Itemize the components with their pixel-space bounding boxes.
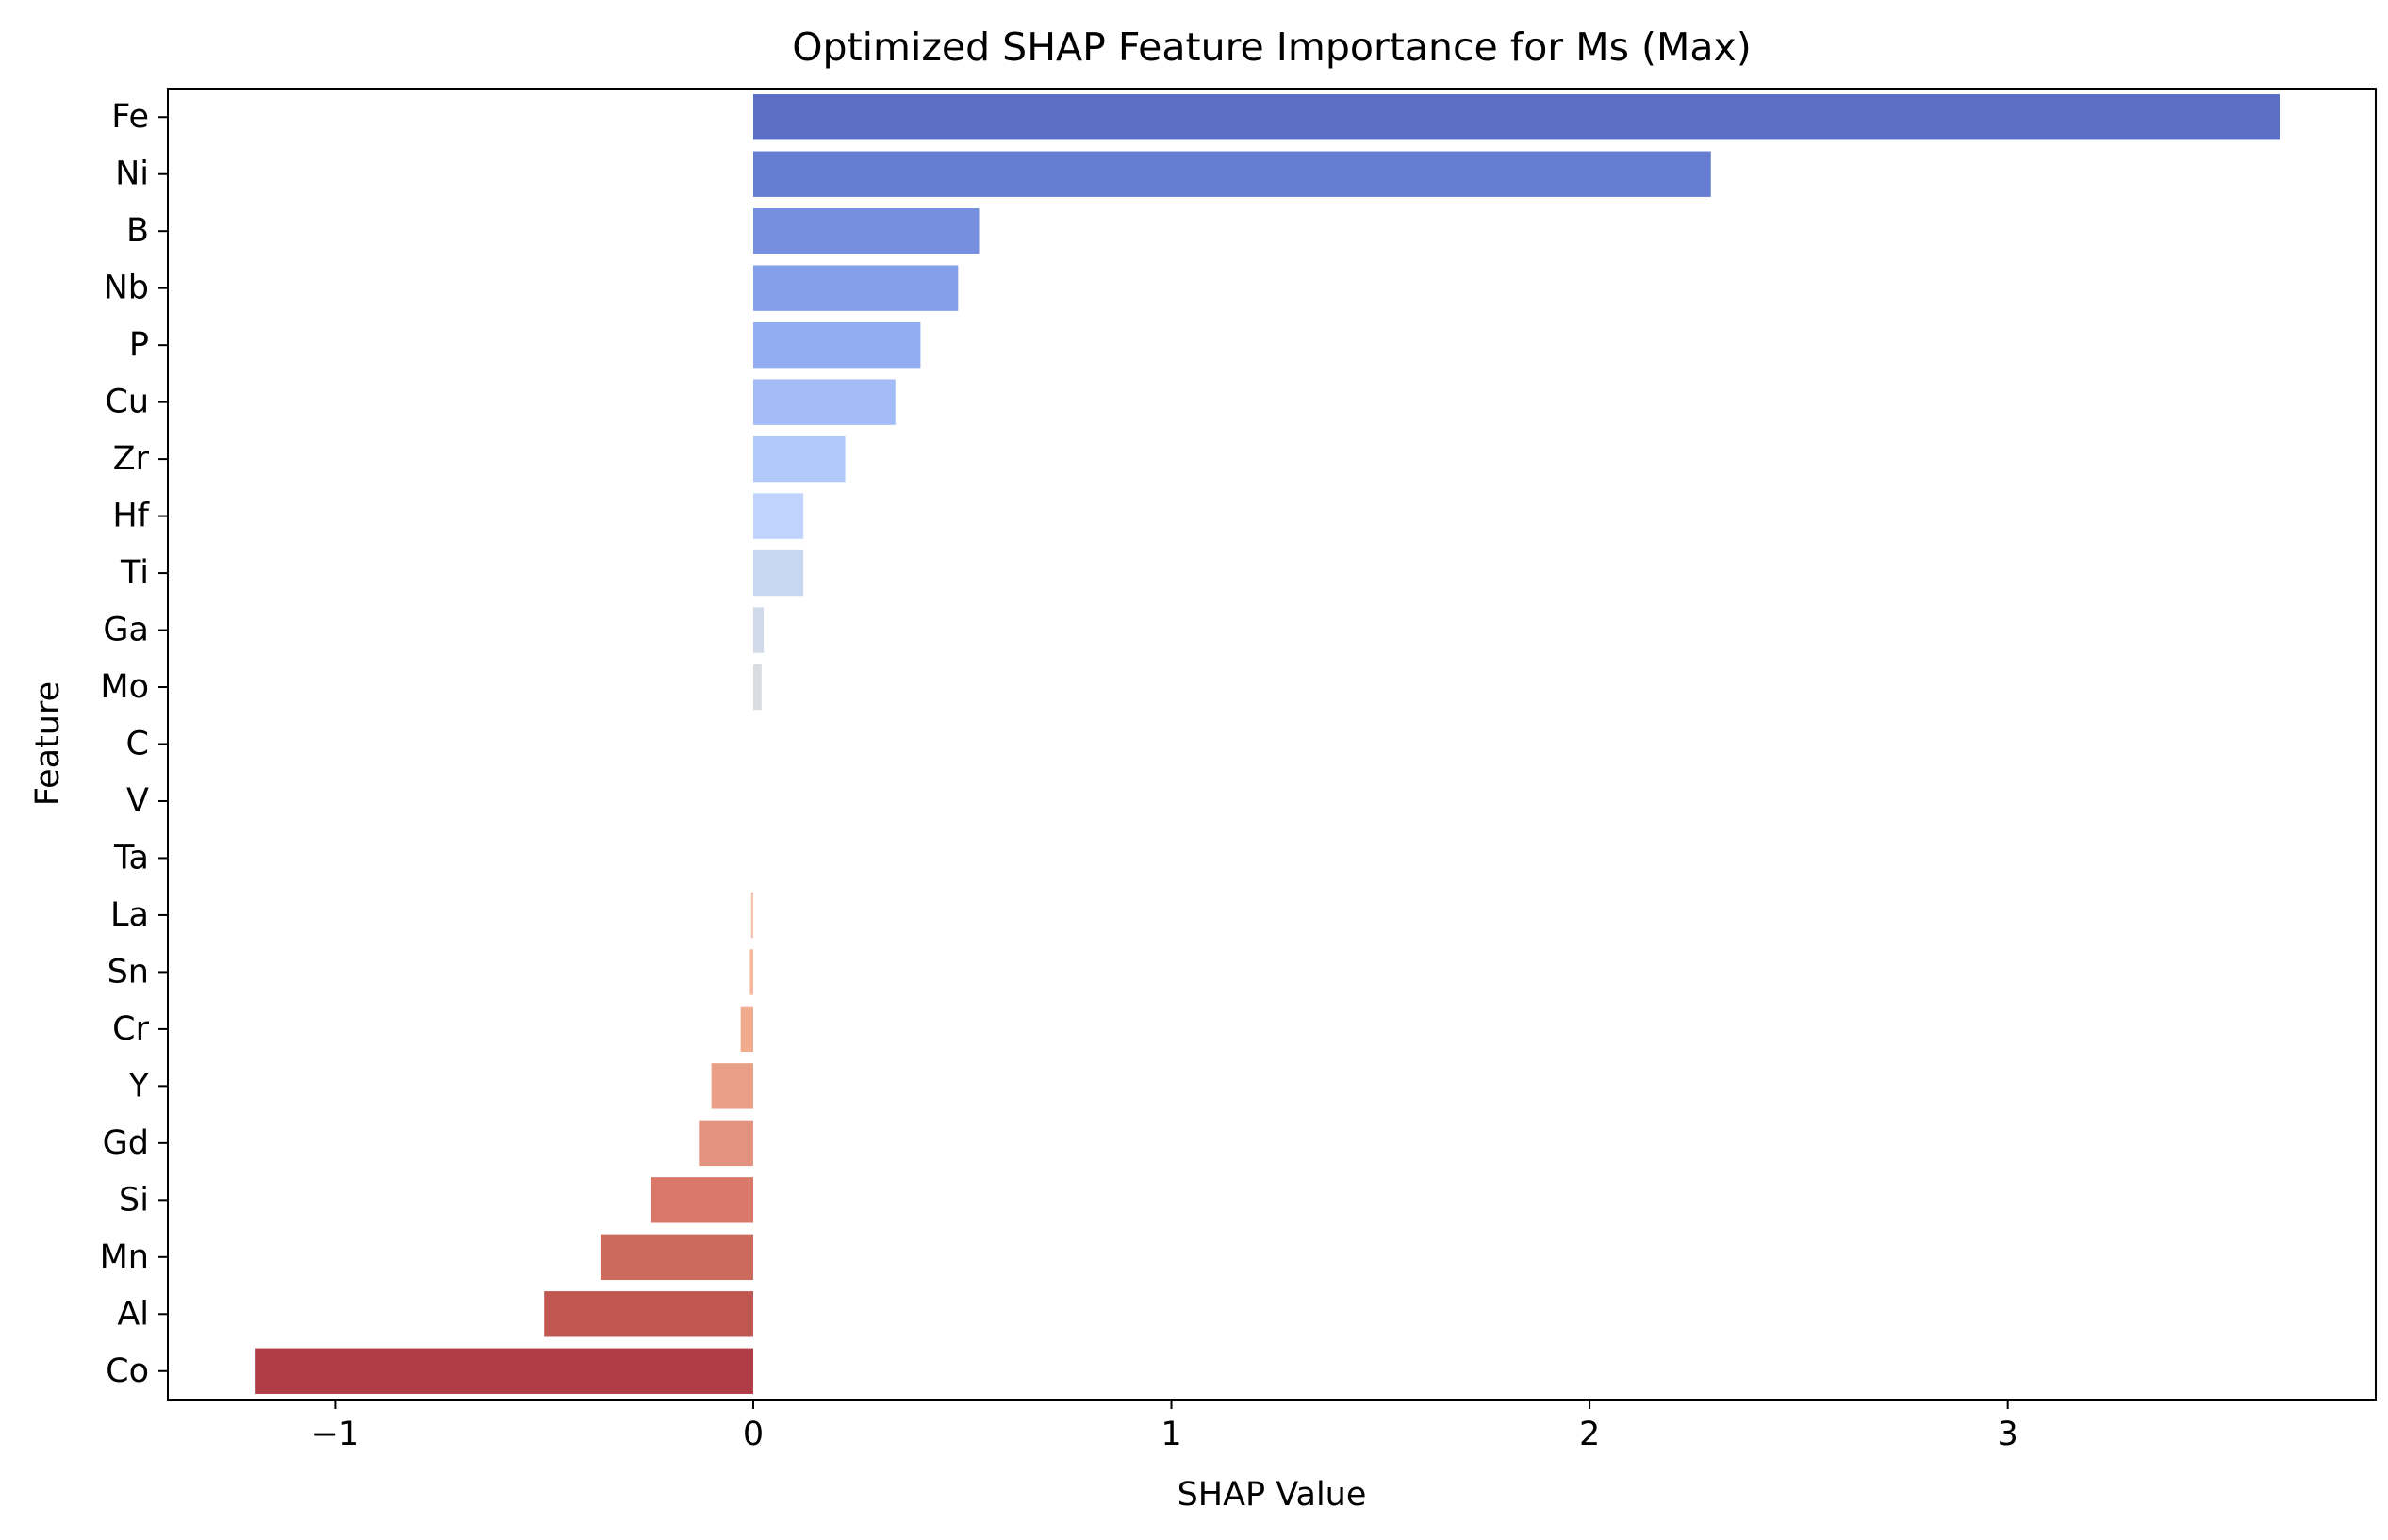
bar-ni	[752, 151, 1711, 197]
bar-co	[255, 1348, 753, 1394]
bar-hf	[752, 493, 804, 539]
y-tick-label: Al	[117, 1295, 149, 1333]
bars-group	[255, 94, 2280, 1394]
y-tick-label: Ta	[113, 839, 149, 876]
x-tick-label: 1	[1161, 1416, 1181, 1453]
y-tick-label: Zr	[113, 440, 150, 478]
bar-fe	[752, 94, 2280, 140]
x-tick-label: 2	[1579, 1416, 1600, 1453]
y-tick-label: P	[129, 326, 149, 364]
y-tick-label: Si	[119, 1181, 149, 1219]
y-tick-label: Co	[106, 1352, 149, 1390]
bar-zr	[752, 435, 846, 483]
x-axis-label: SHAP Value	[1178, 1476, 1367, 1514]
y-tick-label: V	[126, 782, 149, 820]
y-tick-label: Cr	[112, 1010, 149, 1048]
y-tick-label: Hf	[112, 498, 149, 535]
y-tick-label: Fe	[111, 98, 149, 136]
bar-ga	[752, 607, 765, 653]
y-tick-label: Ni	[115, 156, 149, 193]
chart-title: Optimized SHAP Feature Importance for Ms…	[792, 25, 1751, 70]
y-tick-label: Mo	[100, 668, 149, 706]
bar-la	[750, 892, 753, 939]
y-tick-label: C	[126, 726, 149, 763]
y-ticks-group: Fe Ni B Nb P Cu Zr Hf Ti Ga Mo CV Ta La Sn Cr Y Gd Si Mn Al C…	[100, 98, 168, 1390]
y-tick-label: Mn	[100, 1238, 149, 1276]
bar-y	[711, 1063, 753, 1109]
bar-p	[752, 321, 921, 369]
x-tick-label: 0	[743, 1416, 764, 1453]
plot-frame	[167, 88, 2377, 1401]
y-tick-label: Cu	[105, 384, 149, 421]
y-tick-label: B	[126, 212, 149, 250]
y-axis-label: Feature	[29, 681, 67, 806]
bar-gd	[699, 1120, 753, 1167]
bar-al	[544, 1291, 753, 1337]
bar-cr	[740, 1006, 753, 1053]
bar-nb	[752, 265, 959, 311]
bar-si	[651, 1177, 753, 1223]
y-tick-label: Ga	[103, 612, 149, 649]
y-tick-label: Nb	[104, 270, 149, 307]
bar-cu	[752, 379, 896, 425]
y-tick-label: Ti	[120, 554, 149, 592]
x-ticks-group: −1 0 1 2 3	[311, 1400, 2018, 1453]
y-tick-label: Gd	[103, 1124, 149, 1162]
x-tick-label: 3	[1998, 1416, 2018, 1453]
bar-sn	[749, 949, 753, 995]
bar-mo	[752, 664, 762, 711]
bar-b	[752, 208, 980, 254]
y-tick-label: Sn	[107, 953, 149, 991]
bar-ti	[752, 549, 804, 597]
bar-mn	[601, 1234, 753, 1280]
y-tick-label: Y	[128, 1067, 150, 1105]
y-tick-label: La	[110, 896, 149, 934]
x-tick-label: −1	[311, 1416, 360, 1453]
